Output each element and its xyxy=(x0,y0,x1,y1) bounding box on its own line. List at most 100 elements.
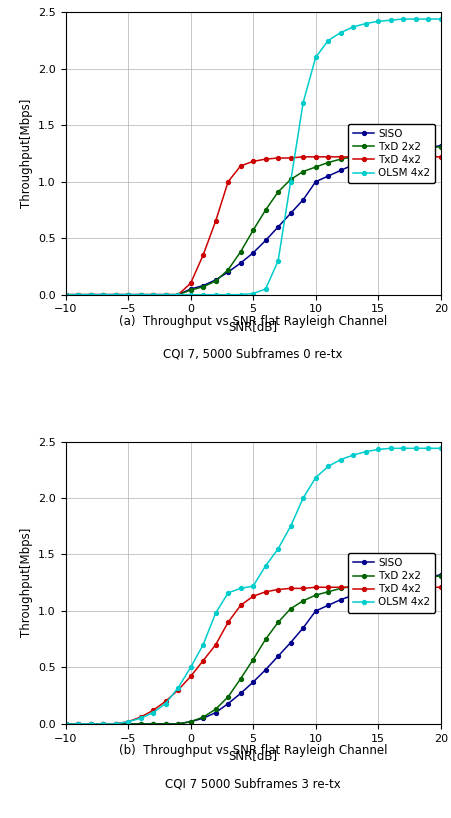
OLSM 4x2 xyxy=(325,36,330,46)
TxD 4x2 xyxy=(325,582,330,592)
SISO xyxy=(100,719,106,729)
TxD 4x2 xyxy=(287,153,293,163)
TxD 4x2 xyxy=(125,290,130,299)
OLSM 4x2 xyxy=(375,444,380,454)
TxD 2x2 xyxy=(262,634,268,644)
TxD 4x2 xyxy=(162,290,168,299)
SISO xyxy=(424,572,430,582)
OLSM 4x2 xyxy=(437,14,442,24)
TxD 4x2 xyxy=(375,152,380,162)
Text: CQI 7 5000 Subframes 3 re-tx: CQI 7 5000 Subframes 3 re-tx xyxy=(165,777,340,790)
OLSM 4x2 xyxy=(337,455,343,465)
OLSM 4x2 xyxy=(200,640,205,649)
OLSM 4x2 xyxy=(63,719,68,729)
TxD 4x2 xyxy=(150,705,156,715)
TxD 2x2 xyxy=(337,155,343,164)
TxD 4x2 xyxy=(100,719,106,729)
Line: TxD 2x2: TxD 2x2 xyxy=(64,574,442,726)
Text: CQI 7, 5000 Subframes 0 re-tx: CQI 7, 5000 Subframes 0 re-tx xyxy=(163,348,342,361)
SISO xyxy=(225,699,230,708)
SISO xyxy=(63,290,68,299)
Line: SISO: SISO xyxy=(64,144,442,297)
OLSM 4x2 xyxy=(125,290,130,299)
TxD 2x2 xyxy=(225,692,230,702)
SISO xyxy=(312,177,318,187)
TxD 4x2 xyxy=(175,290,180,299)
TxD 2x2 xyxy=(362,579,368,589)
OLSM 4x2 xyxy=(287,521,293,531)
TxD 4x2 xyxy=(237,600,243,610)
TxD 4x2 xyxy=(325,152,330,162)
OLSM 4x2 xyxy=(300,97,305,107)
SISO xyxy=(150,719,156,729)
TxD 2x2 xyxy=(325,587,330,596)
SISO xyxy=(87,719,93,729)
SISO xyxy=(113,290,118,299)
TxD 4x2 xyxy=(138,290,143,299)
TxD 2x2 xyxy=(237,674,243,684)
Legend: SISO, TxD 2x2, TxD 4x2, OLSM 4x2: SISO, TxD 2x2, TxD 4x2, OLSM 4x2 xyxy=(347,124,434,183)
SISO xyxy=(200,281,205,290)
TxD 2x2 xyxy=(125,719,130,729)
TxD 2x2 xyxy=(350,582,355,591)
SISO xyxy=(300,623,305,633)
OLSM 4x2 xyxy=(262,284,268,294)
OLSM 4x2 xyxy=(275,544,280,554)
SISO xyxy=(375,583,380,593)
TxD 2x2 xyxy=(300,167,305,177)
OLSM 4x2 xyxy=(138,713,143,723)
OLSM 4x2 xyxy=(175,290,180,299)
Line: TxD 2x2: TxD 2x2 xyxy=(64,145,442,297)
TxD 4x2 xyxy=(63,719,68,729)
TxD 2x2 xyxy=(250,226,255,236)
OLSM 4x2 xyxy=(275,256,280,266)
TxD 4x2 xyxy=(437,582,442,592)
OLSM 4x2 xyxy=(424,14,430,24)
SISO xyxy=(87,290,93,299)
SISO xyxy=(350,591,355,600)
OLSM 4x2 xyxy=(237,583,243,593)
TxD 4x2 xyxy=(200,250,205,260)
TxD 2x2 xyxy=(138,290,143,299)
OLSM 4x2 xyxy=(250,289,255,299)
OLSM 4x2 xyxy=(162,290,168,299)
SISO xyxy=(275,651,280,661)
TxD 2x2 xyxy=(262,205,268,215)
TxD 4x2 xyxy=(262,587,268,596)
SISO xyxy=(138,719,143,729)
TxD 4x2 xyxy=(387,582,392,592)
OLSM 4x2 xyxy=(424,443,430,453)
TxD 4x2 xyxy=(150,290,156,299)
OLSM 4x2 xyxy=(362,19,368,29)
TxD 2x2 xyxy=(225,265,230,275)
SISO xyxy=(175,719,180,729)
TxD 4x2 xyxy=(162,696,168,706)
TxD 4x2 xyxy=(250,156,255,166)
TxD 4x2 xyxy=(113,719,118,729)
TxD 4x2 xyxy=(225,177,230,187)
OLSM 4x2 xyxy=(337,28,343,38)
SISO xyxy=(350,160,355,169)
TxD 4x2 xyxy=(87,719,93,729)
TxD 2x2 xyxy=(113,290,118,299)
TxD 2x2 xyxy=(212,704,218,714)
OLSM 4x2 xyxy=(362,447,368,456)
SISO xyxy=(262,665,268,675)
SISO xyxy=(188,284,193,294)
TxD 4x2 xyxy=(63,290,68,299)
TxD 4x2 xyxy=(287,583,293,593)
SISO xyxy=(200,713,205,723)
TxD 2x2 xyxy=(100,290,106,299)
TxD 2x2 xyxy=(400,145,405,155)
OLSM 4x2 xyxy=(87,719,93,729)
OLSM 4x2 xyxy=(400,443,405,453)
TxD 4x2 xyxy=(387,152,392,162)
SISO xyxy=(400,578,405,587)
OLSM 4x2 xyxy=(175,683,180,693)
TxD 2x2 xyxy=(412,573,418,583)
TxD 4x2 xyxy=(212,640,218,649)
SISO xyxy=(63,719,68,729)
OLSM 4x2 xyxy=(188,663,193,672)
OLSM 4x2 xyxy=(325,461,330,471)
TxD 4x2 xyxy=(362,152,368,162)
